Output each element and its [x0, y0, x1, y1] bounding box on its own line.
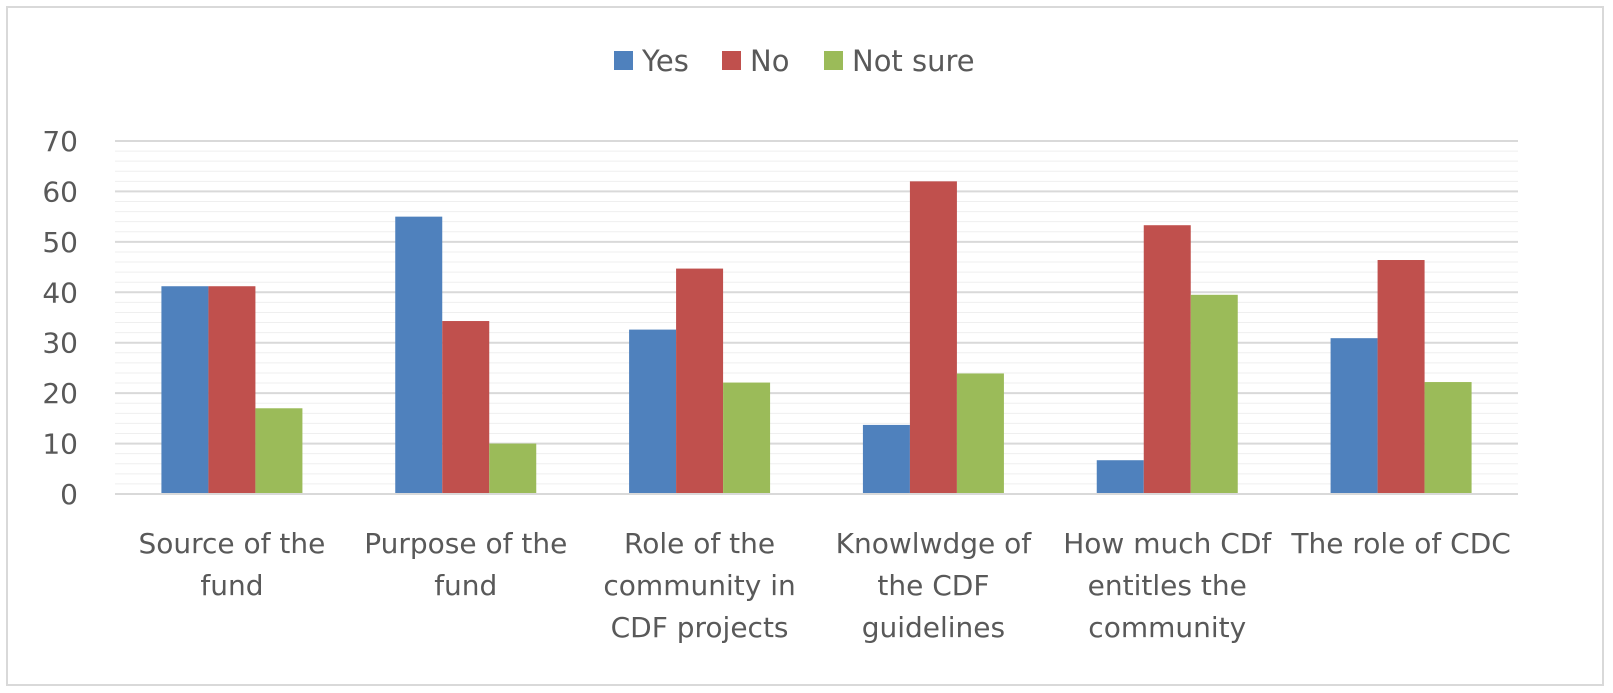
bar-no	[208, 286, 256, 494]
legend: Yes No Not sure	[614, 44, 975, 78]
bar-not-sure	[1190, 294, 1238, 494]
legend-label: Yes	[641, 44, 689, 78]
y-tick-label: 50	[42, 226, 78, 259]
y-tick-label: 60	[42, 175, 78, 208]
x-category-label: Role of the community in CDF projects	[603, 527, 795, 644]
bar-yes	[629, 329, 677, 494]
y-tick-label: 20	[42, 377, 78, 410]
y-tick-label: 0	[60, 478, 78, 511]
x-category-label: How much CDf entitles the community	[1063, 527, 1272, 644]
bar-yes	[395, 216, 443, 494]
bar-not-sure	[723, 382, 771, 494]
y-axis-ticks: 0 10 20 30 40 50 60 70	[42, 125, 78, 511]
bar-no	[442, 321, 490, 494]
bar-not-sure	[489, 443, 537, 494]
y-tick-label: 30	[42, 327, 78, 360]
x-axis-labels: Source of the fund Purpose of the fund Role …	[138, 527, 1510, 644]
bar-no	[676, 268, 724, 494]
bar-yes	[862, 424, 910, 494]
x-category-label: Purpose of the fund	[364, 527, 567, 602]
x-category-label: Knowlwdge of the CDF guidelines	[836, 527, 1033, 644]
legend-label: Not sure	[852, 44, 975, 78]
bar-not-sure	[1424, 382, 1472, 494]
bar-not-sure	[255, 408, 303, 494]
bar-yes	[1330, 338, 1378, 494]
y-tick-label: 70	[42, 125, 78, 158]
gridlines	[115, 140, 1518, 485]
bar-yes	[1096, 460, 1144, 494]
bar-no	[909, 181, 957, 495]
bar-not-sure	[956, 373, 1004, 494]
bar-yes	[161, 286, 209, 494]
legend-swatch	[824, 51, 843, 70]
bar-no	[1143, 225, 1191, 495]
legend-label: No	[750, 44, 789, 78]
legend-swatch	[722, 51, 741, 70]
legend-swatch	[614, 51, 633, 70]
y-tick-label: 10	[42, 428, 78, 461]
bar-no	[1377, 260, 1425, 494]
bars	[161, 181, 1472, 495]
x-category-label: The role of CDC	[1290, 527, 1510, 560]
y-tick-label: 40	[42, 276, 78, 309]
x-category-label: Source of the fund	[138, 527, 325, 602]
